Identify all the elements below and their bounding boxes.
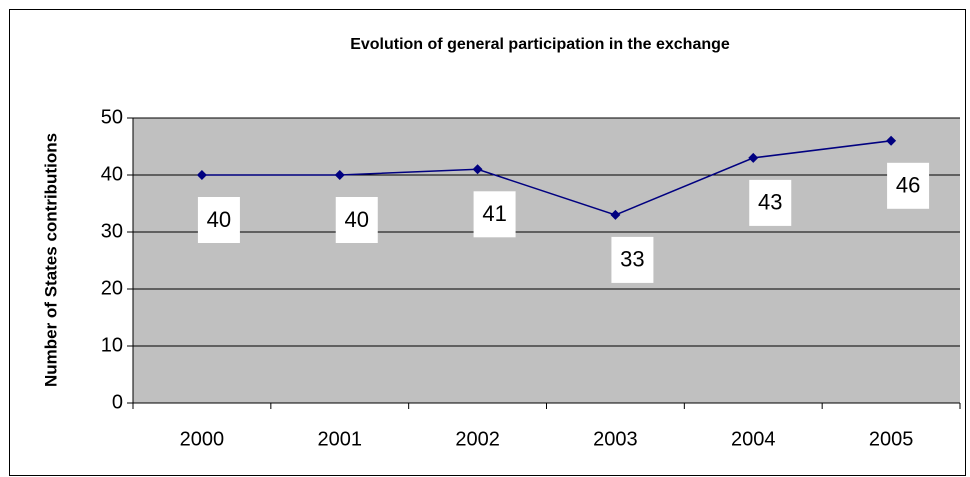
y-tick-label: 50 (101, 106, 123, 128)
y-tick-label: 20 (101, 277, 123, 299)
y-tick-label: 40 (101, 163, 123, 185)
x-tick-label: 2003 (593, 428, 638, 450)
marker (472, 164, 483, 175)
data-label: 43 (758, 190, 782, 215)
data-label: 41 (482, 201, 506, 226)
data-label: 40 (207, 207, 231, 232)
data-label: 33 (620, 247, 644, 272)
y-tick-label: 30 (101, 220, 123, 242)
x-tick-label: 2001 (318, 428, 363, 450)
y-tick-label: 0 (112, 391, 123, 413)
data-label-box (611, 236, 654, 283)
data-label: 46 (896, 173, 920, 198)
marker (196, 170, 207, 180)
y-axis-label: Number of States contributions (41, 133, 60, 387)
marker (886, 135, 897, 146)
data-label-box (197, 197, 240, 243)
data-label-box (473, 191, 516, 238)
x-tick-label: 2005 (869, 428, 914, 450)
data-label-box (335, 197, 378, 243)
data-label: 40 (345, 207, 369, 232)
chart-title: Evolution of general participation in th… (350, 36, 730, 53)
plot-area (133, 118, 960, 403)
data-label-box (887, 162, 930, 209)
line (201, 140, 892, 216)
x-tick-label: 2002 (455, 428, 500, 450)
marker (610, 209, 621, 220)
marker (334, 170, 345, 180)
y-tick-label: 10 (101, 334, 123, 356)
marker (748, 152, 759, 163)
x-tick-label: 2000 (180, 428, 225, 450)
x-tick-label: 2004 (731, 428, 776, 450)
data-label-box (749, 179, 792, 226)
